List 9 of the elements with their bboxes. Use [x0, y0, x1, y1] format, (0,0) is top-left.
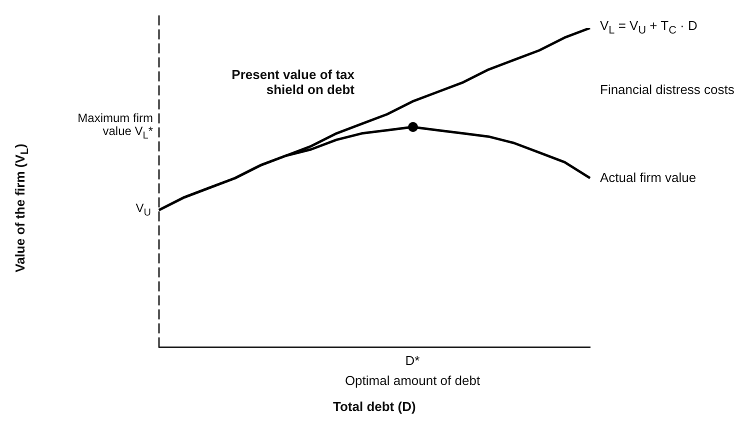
- series-label: V$_{L}$ = V$_{U}$ + T$_{C}$ · D: [600, 18, 698, 38]
- annotation: Present value of tax shield on debt: [230, 67, 354, 98]
- text: Optimal amount of debt: [344, 372, 482, 389]
- text: D*: [404, 352, 421, 369]
- text: V$_{U}$: [134, 200, 151, 218]
- text: Maximum firm value V$_{L}$*: [76, 110, 153, 142]
- text: Financial distress costs: [600, 82, 736, 98]
- series-label: Actual firm value: [600, 170, 696, 186]
- x-axis-title: Total debt (D): [333, 398, 416, 415]
